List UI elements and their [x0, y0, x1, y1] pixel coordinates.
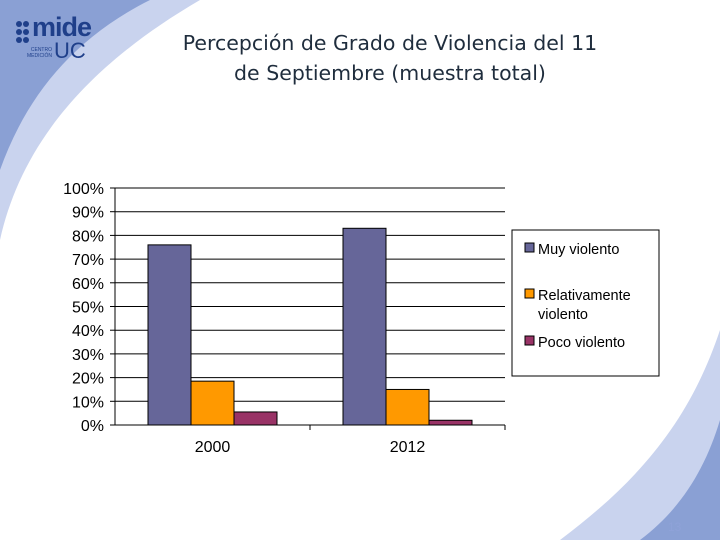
legend-swatch	[524, 242, 535, 253]
y-tick-label: 100%	[63, 181, 104, 198]
logo-subtitle: CENTRO MEDICIÓN	[22, 47, 52, 59]
bar	[147, 244, 192, 426]
legend-label: Muy violento	[538, 242, 619, 258]
bar	[385, 388, 430, 426]
swoosh-bottom-right	[560, 330, 720, 540]
logo-word: mide	[32, 12, 92, 42]
bar	[428, 419, 473, 426]
title-line-1: Percepción de Grado de Violencia del 11	[182, 31, 598, 55]
mide-uc-logo: mide CENTRO MEDICIÓN UC	[14, 12, 92, 64]
swoosh-bottom-right-inner	[640, 420, 720, 540]
y-tick-label: 10%	[72, 394, 104, 411]
logo-sub-line2: MEDICIÓN	[27, 53, 52, 59]
y-tick-label: 30%	[72, 347, 104, 364]
legend-label: Poco violento	[538, 335, 625, 351]
y-tick-label: 90%	[72, 205, 104, 222]
y-tick-label: 50%	[72, 300, 104, 317]
logo-uc: UC	[54, 38, 86, 63]
y-tick-label: 20%	[72, 371, 104, 388]
y-tick-label: 70%	[72, 252, 104, 269]
title-line-2: de Septiembre (muestra total)	[234, 61, 546, 85]
bar	[342, 227, 387, 426]
logo-sub-line1: CENTRO	[30, 47, 52, 53]
bar	[233, 411, 278, 426]
legend-swatch	[524, 335, 535, 346]
y-tick-label: 80%	[72, 228, 104, 245]
page-title: Percepción de Grado de Violencia del 11 …	[130, 28, 650, 88]
bar	[190, 380, 235, 426]
legend-label: Relativamente violento	[538, 288, 631, 323]
legend-box	[511, 229, 660, 377]
y-tick-label: 40%	[72, 323, 104, 340]
x-tick-label: 2000	[195, 439, 231, 456]
y-tick-label: 0%	[81, 418, 104, 435]
logo-dots-icon	[16, 21, 29, 43]
page-number: 13	[668, 520, 682, 534]
legend-swatch	[524, 288, 535, 299]
y-tick-label: 60%	[72, 276, 104, 293]
x-tick-label: 2012	[390, 439, 426, 456]
swoosh-left-inner	[0, 0, 150, 170]
